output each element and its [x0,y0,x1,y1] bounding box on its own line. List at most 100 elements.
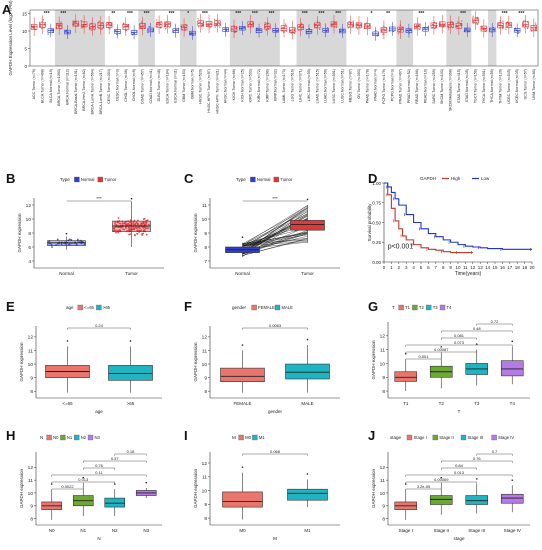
legend-swatch [60,434,66,441]
legend-label: Stage III [468,435,484,440]
panel-a-point [259,28,261,31]
box-0 [41,483,63,520]
panel-a-shade-band [179,10,197,66]
x-axis-label: N [97,536,100,541]
panel-a-category-label: OV.Tumor (n=303) [357,69,361,99]
data-point [133,228,136,230]
x-tick-label: T2 [439,401,445,406]
panel-a-box [363,16,371,36]
data-point [70,238,73,241]
panel-a-box [88,17,96,36]
iqr-box [290,220,325,231]
legend-swatch [77,304,83,311]
data-point [117,226,120,229]
panel-letter-j: J [368,428,375,443]
panel-a-significance: * [370,11,372,17]
panel-a-category-label: GBM.Normal (n=5) [190,69,194,99]
pvalue-label: 3.2e-05 [417,484,431,489]
panel-a-category-label: PRAD.Tumor (n=497) [399,69,403,104]
x-tick-label: <=65 [62,401,73,406]
box-0 [225,236,260,257]
pvalue-label: 0.081 [454,333,465,338]
pvalue-label: 0.0063 [269,323,282,328]
y-axis-label: GAPDH expression [193,213,198,253]
legend-label: Tumor [104,177,117,182]
x-tick-label: N3 [143,528,149,533]
panel-a-point [356,26,358,28]
panel-a-box [264,17,271,36]
legend-label: >65 [103,305,111,310]
panel-a-point [476,18,479,20]
panel-a-box [530,18,538,38]
box-0 [45,340,90,393]
panel-a-box [205,14,213,34]
panel-a-box [463,23,471,37]
pvalue-label: 0.073 [454,340,465,345]
panel-a-point [318,23,320,26]
y-tick-label: 9 [204,231,207,237]
legend-label: Stage IV [498,435,514,440]
panel-a-box [189,26,196,41]
panel-letter-a: A [2,2,12,17]
paired-line [242,205,308,246]
data-point [133,233,136,236]
panel-a-category-label: PAAD.Tumor (n=178) [365,69,369,103]
panel-a-significance: *** [269,11,275,17]
legend-label: Tumor [280,177,293,182]
panel-a-point [197,18,199,20]
pvalue-label: 0.013 [78,477,89,482]
panel-a-box [289,20,296,40]
x-tick-label: 13 [478,265,484,270]
outlier [511,340,514,343]
outlier [145,481,148,484]
panel-a-category-label: THCA.Tumor (n=501) [482,69,486,104]
panel-a-point [147,31,149,34]
data-point [113,229,116,232]
panel-a-box [139,16,146,36]
panel-a-significance: *** [44,11,50,17]
paired-line [242,207,308,245]
y-tick-label: 10 [28,362,34,368]
panel-a-category-label: BRCA.Normal (n=112) [65,69,69,105]
significance-label: *** [96,196,102,201]
panel-a-box [347,15,354,34]
legend-title: age [66,305,74,310]
legend-swatch [398,304,404,311]
box-0 [220,344,265,393]
x-tick-label: >65 [127,401,135,406]
panel-a-point [74,21,76,23]
panel-a-point [231,28,233,31]
panel-a-box [330,15,338,34]
panel-a-point [148,25,150,28]
data-point [129,221,132,224]
box-0 [394,352,418,392]
panel-a-ytick-label: 15 [22,12,28,17]
y-tick-label: 9 [382,375,385,381]
panel-a-ytick-label: 5 [24,47,27,52]
panel-a-point [497,23,500,25]
data-point [76,238,79,241]
panel-a-box [164,15,171,34]
data-point [118,229,120,232]
panel-a-point [219,26,221,28]
data-point [129,226,131,229]
x-tick-label: Normal [59,271,74,276]
panel-a-point [142,26,144,28]
panel-a-point [51,28,53,31]
significance-label: *** [272,196,278,201]
panel-a-point [358,26,361,28]
panel-a-category-label: HNSC.Tumor (n=520) [199,69,203,104]
panel-a-frame [29,9,539,67]
panel-a-point [257,28,259,31]
panel-a-point [264,21,266,24]
panel-a-point [65,30,67,32]
data-point [132,223,135,226]
panel-a-point [155,19,158,21]
panel-a-category-label: KIRC.Normal (n=72) [257,69,261,102]
panel-a-category-label: DLBC.Tumor (n=48) [157,69,161,101]
panel-a-box [305,24,313,39]
y-axis-label: GAPDH expression [19,342,24,382]
data-point [120,226,123,229]
iqr-box [500,493,524,504]
panel-a-box [47,23,55,38]
